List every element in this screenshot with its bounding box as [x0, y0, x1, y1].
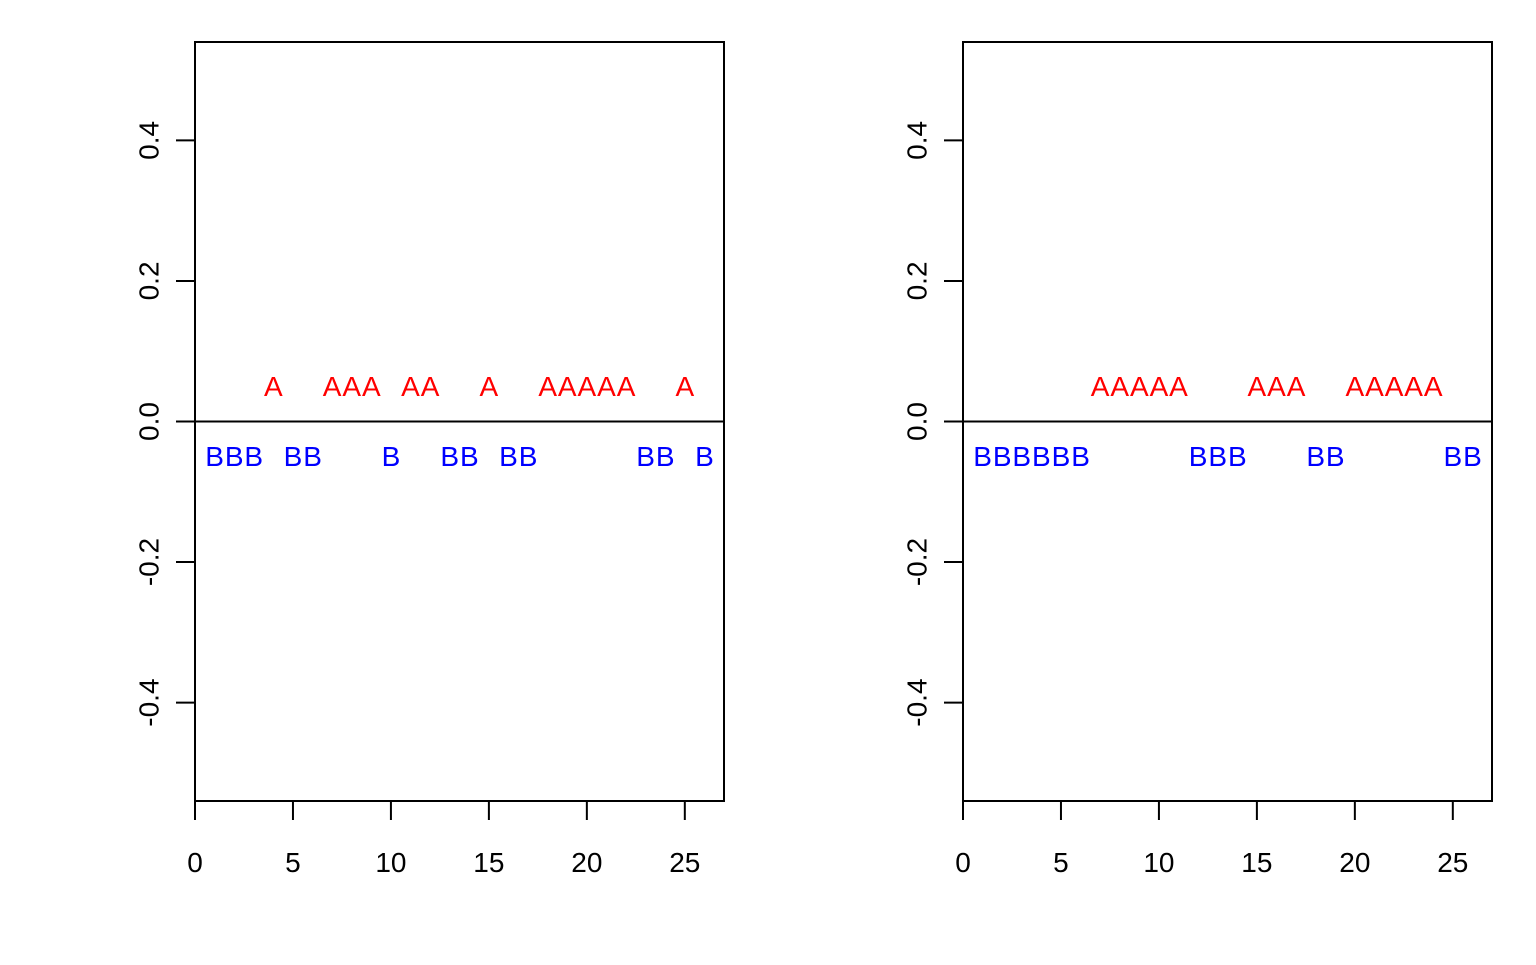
- point-a: A: [1424, 371, 1443, 402]
- point-b: B: [1443, 441, 1462, 472]
- point-a: A: [1404, 371, 1423, 402]
- point-b: B: [1032, 441, 1051, 472]
- point-a: A: [342, 371, 361, 402]
- y-tick-label: 0.0: [902, 402, 933, 441]
- y-tick-label: 0.0: [134, 402, 165, 441]
- point-b: B: [303, 441, 322, 472]
- y-tick-label: 0.2: [134, 261, 165, 300]
- point-b: B: [382, 441, 401, 472]
- point-a: A: [597, 371, 616, 402]
- x-tick-label: 15: [1241, 847, 1272, 878]
- point-a: A: [401, 371, 420, 402]
- point-b: B: [499, 441, 518, 472]
- point-a: A: [1365, 371, 1384, 402]
- x-tick-label: 0: [955, 847, 971, 878]
- point-a: A: [1150, 371, 1169, 402]
- point-b: B: [244, 441, 263, 472]
- x-tick-label: 5: [285, 847, 301, 878]
- y-tick-label: -0.4: [902, 678, 933, 726]
- point-a: A: [362, 371, 381, 402]
- point-b: B: [1071, 441, 1090, 472]
- point-a: A: [1267, 371, 1286, 402]
- point-a: A: [323, 371, 342, 402]
- point-b: B: [1463, 441, 1482, 472]
- point-a: A: [675, 371, 694, 402]
- point-a: A: [1110, 371, 1129, 402]
- point-a: A: [1346, 371, 1365, 402]
- point-b: B: [205, 441, 224, 472]
- x-tick-label: 10: [375, 847, 406, 878]
- y-tick-label: 0.4: [134, 121, 165, 160]
- point-b: B: [973, 441, 992, 472]
- point-b: B: [519, 441, 538, 472]
- point-b: B: [1326, 441, 1345, 472]
- x-tick-label: 20: [571, 847, 602, 878]
- point-b: B: [225, 441, 244, 472]
- point-a: A: [538, 371, 557, 402]
- chart-panel-1: 0 5 10 15 20 25-0.4-0.20.00.20.4A A A A A A A A A A A A A…: [134, 41, 725, 878]
- point-b: B: [1012, 441, 1031, 472]
- point-a: A: [421, 371, 440, 402]
- point-a: A: [1091, 371, 1110, 402]
- point-a: A: [1169, 371, 1188, 402]
- x-tick-label: 0: [187, 847, 203, 878]
- point-b: B: [695, 441, 714, 472]
- point-b: B: [1052, 441, 1071, 472]
- point-b: B: [1208, 441, 1227, 472]
- x-tick-label: 5: [1053, 847, 1069, 878]
- point-a: A: [480, 371, 499, 402]
- x-tick-label: 10: [1143, 847, 1174, 878]
- x-tick-label: 25: [1437, 847, 1468, 878]
- point-a: A: [264, 371, 283, 402]
- y-tick-label: 0.2: [902, 261, 933, 300]
- y-tick-label: -0.2: [134, 538, 165, 586]
- point-a: A: [1287, 371, 1306, 402]
- point-a: A: [1385, 371, 1404, 402]
- x-tick-label: 15: [473, 847, 504, 878]
- y-tick-label: -0.2: [902, 538, 933, 586]
- point-b: B: [1228, 441, 1247, 472]
- point-b: B: [656, 441, 675, 472]
- chart-panel-2: 0 5 10 15 20 25-0.4-0.20.00.20.4A A A A A A A A A A A A A…: [902, 41, 1493, 878]
- y-tick-label: -0.4: [134, 678, 165, 726]
- point-a: A: [617, 371, 636, 402]
- point-b: B: [993, 441, 1012, 472]
- y-tick-label: 0.4: [902, 121, 933, 160]
- x-tick-label: 25: [669, 847, 700, 878]
- point-a: A: [578, 371, 597, 402]
- point-b: B: [284, 441, 303, 472]
- point-b: B: [1189, 441, 1208, 472]
- x-tick-label: 20: [1339, 847, 1370, 878]
- point-b: B: [1306, 441, 1325, 472]
- point-b: B: [636, 441, 655, 472]
- point-a: A: [1248, 371, 1267, 402]
- point-b: B: [460, 441, 479, 472]
- point-b: B: [440, 441, 459, 472]
- point-a: A: [1130, 371, 1149, 402]
- point-a: A: [558, 371, 577, 402]
